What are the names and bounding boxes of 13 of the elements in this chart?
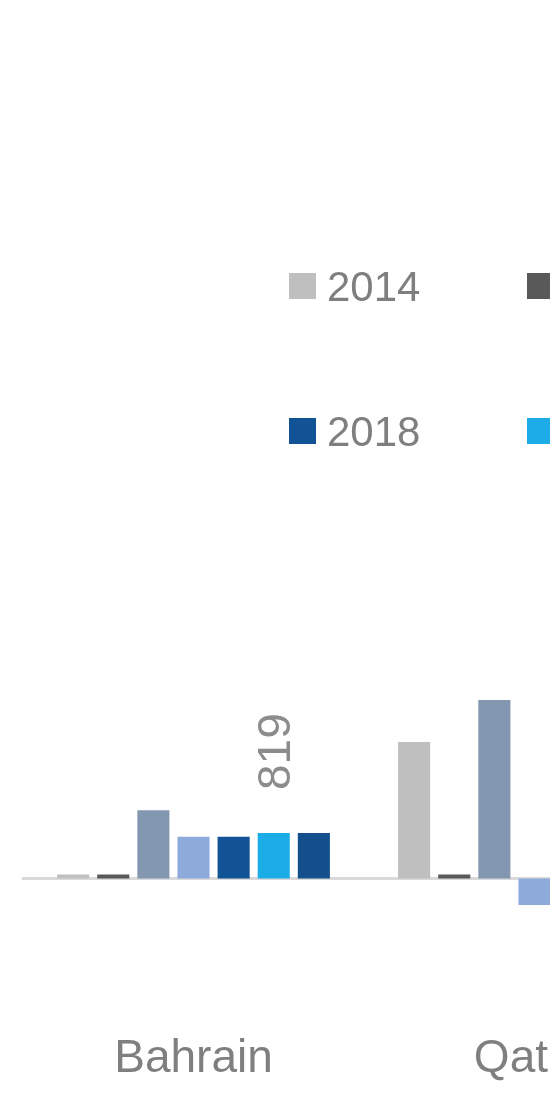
bar [177,836,210,879]
bar [518,878,550,905]
x-tick-label: Qat [473,1030,549,1082]
bar [398,742,431,879]
legend-label: 2018 [327,407,421,455]
legend-label: 2014 [327,262,421,310]
x-tick-label: Bahrain [114,1030,273,1082]
data-label: 819 [247,713,300,791]
bar [478,700,511,879]
bar [257,833,290,879]
bar [137,810,170,879]
bar [297,832,330,879]
bar [217,836,250,879]
